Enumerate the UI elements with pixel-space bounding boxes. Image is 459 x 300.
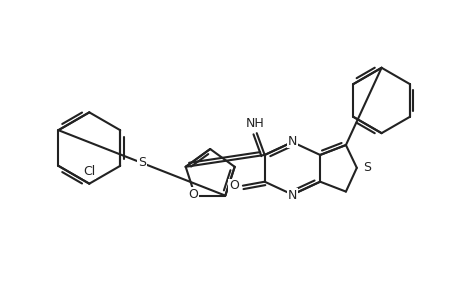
Text: O: O (188, 188, 197, 201)
Text: N: N (287, 189, 297, 202)
Text: N: N (287, 135, 297, 148)
Text: S: S (362, 161, 370, 174)
Text: O: O (229, 179, 238, 192)
Text: Cl: Cl (83, 165, 95, 178)
Text: S: S (138, 156, 146, 170)
Text: NH: NH (245, 117, 263, 130)
